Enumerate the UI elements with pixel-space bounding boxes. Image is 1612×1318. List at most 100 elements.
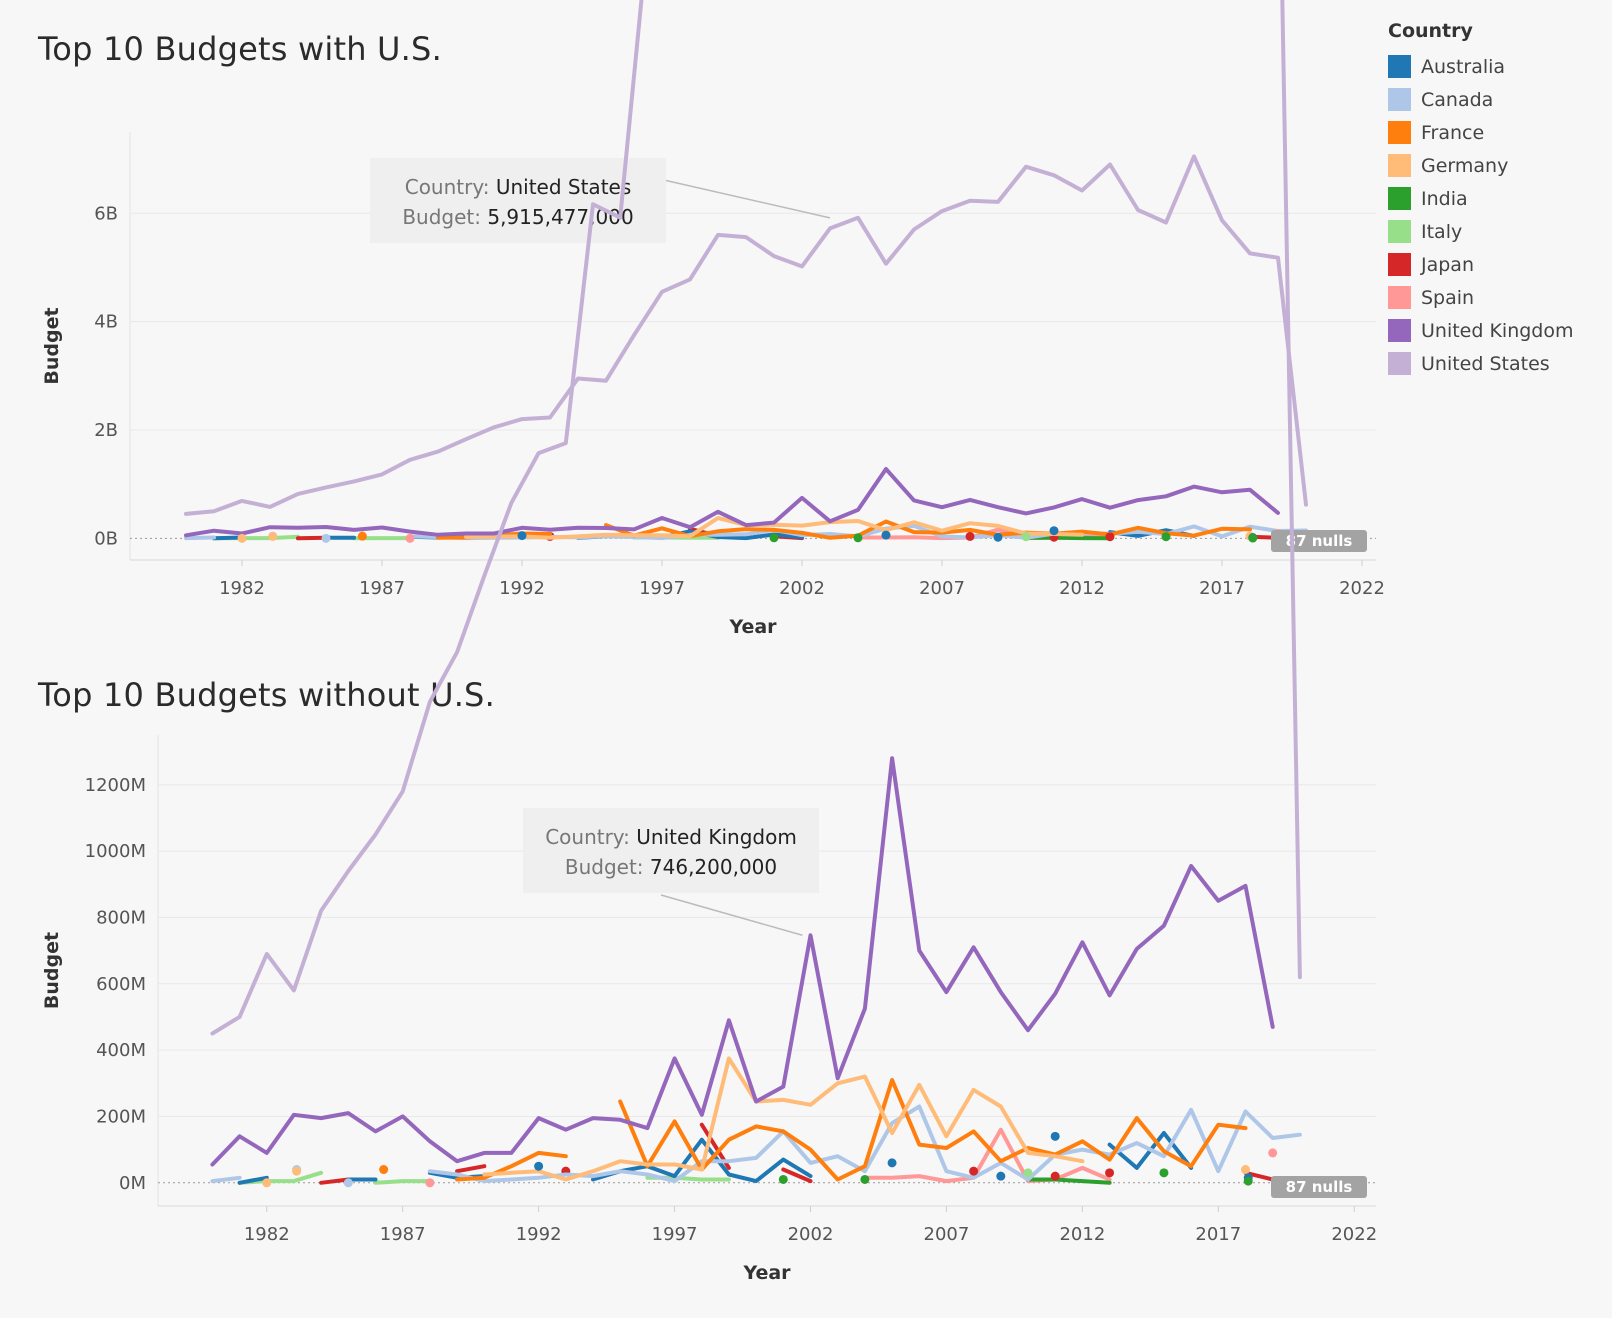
legend-item[interactable]: United Kingdom: [1388, 314, 1574, 347]
legend-item[interactable]: Italy: [1388, 215, 1574, 248]
data-point[interactable]: [1243, 1176, 1253, 1186]
series-line[interactable]: [373, 1179, 432, 1185]
y-axis-title: Budget: [41, 932, 63, 1009]
series-line[interactable]: [781, 1167, 813, 1184]
data-point[interactable]: [343, 1178, 353, 1188]
data-point[interactable]: [1023, 1168, 1033, 1178]
y-tick-label: 0B: [94, 528, 118, 549]
y-tick-label: 1000M: [85, 841, 146, 862]
data-point[interactable]: [969, 1166, 979, 1176]
data-point[interactable]: [1268, 1148, 1278, 1158]
data-point[interactable]: [853, 533, 863, 543]
data-point[interactable]: [887, 1158, 897, 1168]
data-point[interactable]: [357, 531, 367, 541]
series-line[interactable]: [455, 1164, 487, 1174]
y-tick-label: 400M: [96, 1040, 146, 1061]
series-line[interactable]: [427, 1104, 1302, 1184]
data-point[interactable]: [262, 1178, 272, 1188]
series-line[interactable]: [591, 1137, 813, 1184]
series-line[interactable]: [184, 467, 1280, 538]
series-line[interactable]: [319, 1177, 351, 1185]
x-tick-label: 1982: [244, 1224, 290, 1245]
nulls-badge[interactable]: [1271, 1176, 1367, 1198]
series-line[interactable]: [1024, 535, 1112, 541]
data-point[interactable]: [1161, 532, 1171, 542]
legend-item[interactable]: Japan: [1388, 248, 1574, 281]
data-point[interactable]: [1105, 532, 1115, 542]
x-tick-label: 2022: [1339, 578, 1385, 599]
legend-item[interactable]: Spain: [1388, 281, 1574, 314]
data-point[interactable]: [1049, 526, 1059, 536]
legend-swatch: [1388, 220, 1411, 243]
series-line[interactable]: [618, 1078, 1248, 1182]
series-line[interactable]: [862, 1127, 1112, 1184]
legend-item[interactable]: Canada: [1388, 83, 1574, 116]
series-line[interactable]: [464, 516, 1084, 540]
data-point[interactable]: [1241, 1165, 1250, 1175]
annotation-country: Country: United States: [405, 175, 632, 199]
y-tick-label: 6B: [94, 203, 118, 224]
data-point[interactable]: [292, 1166, 302, 1176]
legend-item[interactable]: Germany: [1388, 149, 1574, 182]
y-tick-label: 800M: [96, 907, 146, 928]
data-point[interactable]: [881, 530, 891, 540]
data-point[interactable]: [965, 531, 975, 541]
data-point[interactable]: [268, 531, 278, 541]
chart-title-without-us: Top 10 Budgets without U.S.: [38, 676, 495, 714]
series-line[interactable]: [237, 1175, 269, 1185]
annotation-country-value: United Kingdom: [636, 825, 797, 849]
nulls-label: 87 nulls: [1286, 1178, 1353, 1196]
series-line[interactable]: [296, 535, 328, 541]
data-point[interactable]: [778, 1174, 788, 1184]
legend: Country Australia Canada France Germany Indi…: [1388, 20, 1574, 380]
legend-item[interactable]: Australia: [1388, 50, 1574, 83]
annotation-budget: Budget: 5,915,477,000: [402, 205, 633, 229]
y-tick-label: 200M: [96, 1106, 146, 1127]
data-point[interactable]: [405, 533, 415, 543]
data-point[interactable]: [860, 1174, 870, 1184]
series-line[interactable]: [212, 535, 244, 541]
x-tick-label: 1992: [516, 1224, 562, 1245]
annotation-budget-value: 5,915,477,000: [487, 205, 633, 229]
series-line[interactable]: [604, 519, 1252, 540]
data-point[interactable]: [1050, 1171, 1060, 1181]
legend-label: Canada: [1421, 88, 1494, 111]
y-axis-title: Budget: [41, 307, 63, 384]
x-axis-title: Year: [742, 1262, 791, 1284]
legend-swatch: [1388, 319, 1411, 342]
data-point[interactable]: [993, 532, 1003, 542]
data-point[interactable]: [534, 1161, 544, 1171]
annotation-country: Country: United Kingdom: [545, 825, 797, 849]
data-point[interactable]: [1248, 533, 1258, 543]
data-point[interactable]: [379, 1165, 389, 1175]
x-tick-label: 1982: [219, 578, 265, 599]
data-point[interactable]: [321, 533, 331, 543]
annotation-leader: [660, 894, 803, 936]
data-point[interactable]: [425, 1178, 435, 1188]
data-point[interactable]: [237, 533, 247, 543]
series-line[interactable]: [184, 154, 1308, 516]
legend-item[interactable]: United States: [1388, 347, 1574, 380]
x-tick-label: 2012: [1059, 1224, 1105, 1245]
data-point[interactable]: [1105, 1168, 1115, 1178]
annotation-box: [370, 158, 666, 243]
series-line[interactable]: [1026, 1177, 1112, 1185]
data-point[interactable]: [1021, 532, 1031, 542]
annotation-country-key: Country:: [545, 825, 636, 849]
legend-label: Spain: [1421, 286, 1475, 309]
x-tick-label: 1997: [639, 578, 685, 599]
series-line[interactable]: [210, 0, 1302, 1036]
data-point[interactable]: [517, 531, 527, 541]
nulls-badge[interactable]: [1271, 530, 1367, 552]
series-line[interactable]: [455, 1150, 568, 1182]
data-point[interactable]: [769, 533, 779, 543]
data-point[interactable]: [996, 1171, 1006, 1181]
series-line[interactable]: [482, 1056, 1085, 1182]
legend-item[interactable]: India: [1388, 182, 1574, 215]
data-point[interactable]: [1159, 1168, 1169, 1178]
series-line[interactable]: [184, 535, 216, 541]
legend-item[interactable]: France: [1388, 116, 1574, 149]
data-point[interactable]: [1050, 1131, 1060, 1141]
series-line[interactable]: [210, 1175, 242, 1184]
series-line[interactable]: [210, 756, 1275, 1167]
